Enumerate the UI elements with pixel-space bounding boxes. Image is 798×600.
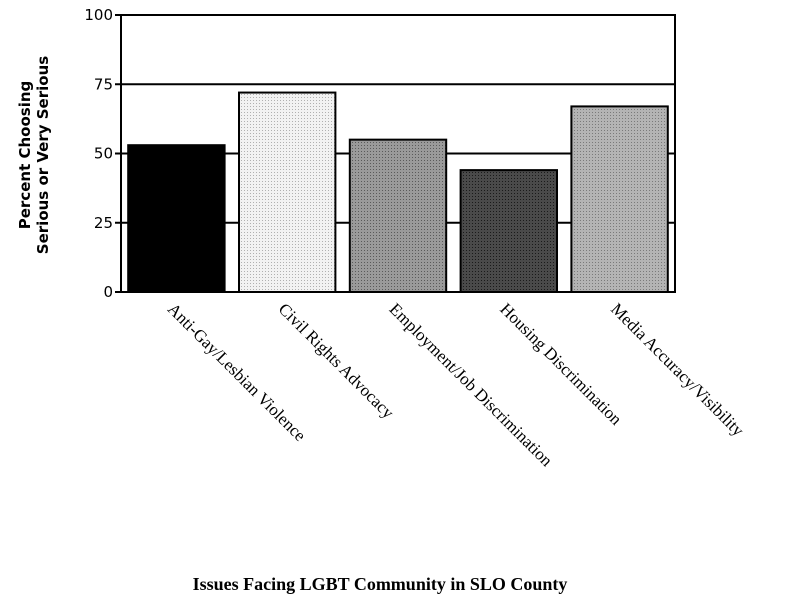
y-tick-label-1: 25 bbox=[94, 214, 113, 232]
bar-0 bbox=[127, 144, 226, 293]
y-tick-label-0: 0 bbox=[103, 283, 113, 301]
y-axis-title-line-1: Percent Choosing bbox=[16, 81, 34, 229]
x-axis-title: Issues Facing LGBT Community in SLO Coun… bbox=[193, 574, 568, 594]
y-axis-title-line-2: Serious or Very Serious bbox=[34, 56, 52, 254]
bar-2 bbox=[348, 138, 448, 293]
x-category-label-4: Media Accuracy/Visibility bbox=[607, 299, 748, 440]
y-axis-ticks: 0 25 50 75 100 bbox=[84, 6, 121, 301]
y-tick-label-2: 50 bbox=[94, 145, 113, 163]
x-category-label-3: Housing Discrimination bbox=[496, 299, 626, 429]
bars bbox=[127, 91, 669, 293]
y-tick-label-3: 75 bbox=[94, 75, 113, 93]
x-category-label-1: Civil Rights Advocacy bbox=[275, 299, 398, 422]
bar-3 bbox=[459, 169, 558, 293]
y-tick-label-4: 100 bbox=[84, 6, 113, 24]
bar-1 bbox=[238, 91, 337, 293]
bar-4 bbox=[570, 105, 669, 293]
